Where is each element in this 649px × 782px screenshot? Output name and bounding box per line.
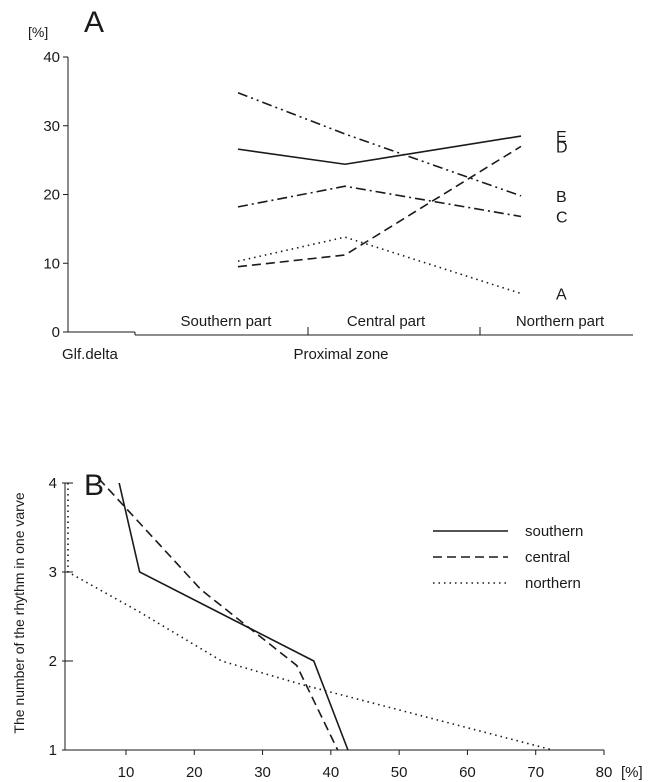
series-line-a (237, 236, 522, 295)
y-axis-unit-label-a: [%] (28, 24, 48, 40)
series-line-b (237, 92, 522, 197)
y-tick-label-a: 30 (43, 118, 60, 135)
series-line-c (237, 185, 522, 218)
x-tick-label-b: 10 (118, 764, 135, 781)
series-end-label-e: E (556, 129, 567, 146)
series-group-a (237, 92, 522, 295)
panel-label-a: A (84, 6, 104, 39)
y-tick-label-b: 3 (49, 564, 57, 581)
series-end-label-c: C (556, 210, 568, 227)
panel-b: B The number of the rhythm in one varve … (11, 469, 643, 781)
panel-label-b: B (84, 469, 104, 502)
series-end-label-a: A (556, 287, 567, 304)
x-group-label-a: Proximal zone (293, 346, 388, 363)
x-tick-label-b: 20 (186, 764, 203, 781)
y-tick-label-a: 0 (52, 324, 60, 341)
y-tick-label-a: 10 (43, 255, 60, 272)
text-group-a: 0 10 20 30 40 Southern part Central part Northe… (43, 49, 605, 363)
x-tick-label-b: 50 (391, 764, 408, 781)
series-end-label-b: B (556, 189, 567, 206)
x-tick-label-b: 40 (323, 764, 340, 781)
x-axis-unit-label-b: [%] (621, 764, 643, 781)
legend-label-central: central (525, 549, 570, 566)
y-axis-title-text-b: The number of the rhythm in one varve (11, 492, 27, 733)
panel-a: A [%] 0 10 20 30 40 Southern part Central part… (28, 6, 633, 363)
axes-a (63, 56, 633, 336)
y-tick-label-b: 1 (49, 742, 57, 759)
x-tick-label-b: 80 (596, 764, 613, 781)
y-tick-label-b: 4 (49, 475, 57, 492)
x-tick-label-b: 60 (459, 764, 476, 781)
x-category-label-a: Southern part (181, 313, 273, 330)
series-line-southern (118, 482, 349, 751)
axes-b: 1 2 3 4 10 20 30 40 50 60 70 80 [%] (49, 475, 643, 781)
x-left-label-a: Glf.delta (62, 346, 119, 363)
y-tick-label-a: 20 (43, 187, 60, 204)
x-category-label-a: Central part (347, 313, 426, 330)
legend-label-northern: northern (525, 575, 581, 592)
x-tick-label-b: 30 (254, 764, 271, 781)
y-tick-label-a: 40 (43, 49, 60, 66)
y-axis-title-b: The number of the rhythm in one varve (11, 492, 27, 733)
legend-b: southern central northern (433, 523, 583, 592)
legend-label-southern: southern (525, 523, 583, 540)
series-line-e (237, 135, 522, 166)
series-group-b (67, 478, 553, 751)
series-line-d (237, 145, 522, 268)
x-category-label-a: Northern part (516, 313, 605, 330)
series-line-central (98, 478, 339, 751)
x-tick-label-b: 70 (527, 764, 544, 781)
series-end-label-d: D (556, 139, 568, 156)
y-tick-label-b: 2 (49, 653, 57, 670)
